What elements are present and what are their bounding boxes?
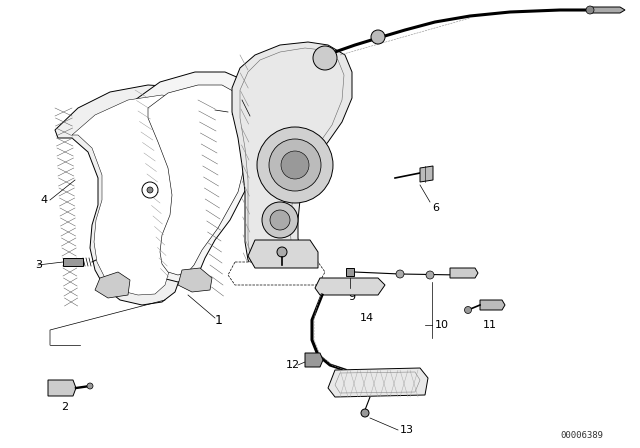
- Text: 2: 2: [61, 402, 68, 412]
- Polygon shape: [420, 166, 433, 182]
- Circle shape: [586, 6, 594, 14]
- Text: 7: 7: [245, 111, 252, 121]
- Polygon shape: [305, 353, 323, 367]
- Polygon shape: [450, 268, 478, 278]
- Text: 5: 5: [230, 107, 237, 117]
- Text: 9: 9: [348, 292, 356, 302]
- Text: 11: 11: [483, 320, 497, 330]
- Polygon shape: [148, 85, 248, 275]
- Polygon shape: [55, 85, 222, 305]
- Polygon shape: [590, 7, 625, 13]
- Circle shape: [257, 127, 333, 203]
- Circle shape: [371, 30, 385, 44]
- Circle shape: [270, 210, 290, 230]
- Text: 14: 14: [360, 313, 374, 323]
- Polygon shape: [328, 368, 428, 397]
- Polygon shape: [63, 258, 83, 266]
- Circle shape: [277, 247, 287, 257]
- Circle shape: [142, 182, 158, 198]
- Polygon shape: [228, 262, 325, 285]
- Polygon shape: [178, 268, 212, 292]
- Polygon shape: [248, 240, 318, 268]
- Polygon shape: [72, 95, 210, 295]
- Circle shape: [313, 46, 337, 70]
- Circle shape: [361, 409, 369, 417]
- Polygon shape: [346, 268, 354, 276]
- Text: 4: 4: [41, 195, 48, 205]
- Text: 3: 3: [35, 260, 42, 270]
- Polygon shape: [95, 272, 130, 298]
- Circle shape: [269, 139, 321, 191]
- Text: 13: 13: [400, 425, 414, 435]
- Polygon shape: [232, 42, 352, 278]
- Polygon shape: [315, 278, 385, 295]
- Circle shape: [262, 202, 298, 238]
- Circle shape: [396, 270, 404, 278]
- Polygon shape: [135, 72, 258, 282]
- Polygon shape: [480, 300, 505, 310]
- Text: 12: 12: [286, 360, 300, 370]
- Text: 6: 6: [432, 203, 439, 213]
- Circle shape: [147, 187, 153, 193]
- Circle shape: [281, 151, 309, 179]
- Text: 00006389: 00006389: [561, 431, 604, 439]
- Circle shape: [87, 383, 93, 389]
- Text: 1: 1: [215, 314, 223, 327]
- Circle shape: [465, 306, 472, 314]
- Text: 10: 10: [435, 320, 449, 330]
- Circle shape: [426, 271, 434, 279]
- Polygon shape: [48, 380, 76, 396]
- Text: 8: 8: [285, 260, 292, 270]
